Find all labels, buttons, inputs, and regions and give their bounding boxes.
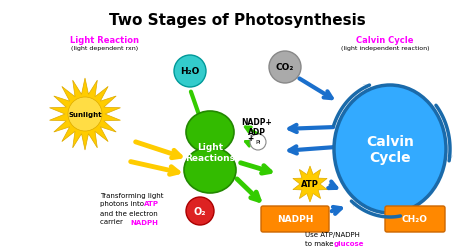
Text: Transforming light
photons into: Transforming light photons into [100, 192, 164, 207]
Ellipse shape [184, 148, 236, 193]
Circle shape [68, 98, 102, 132]
Text: O₂: O₂ [194, 206, 206, 216]
Ellipse shape [334, 86, 446, 213]
Circle shape [186, 197, 214, 225]
Text: NADPH: NADPH [277, 215, 313, 224]
Circle shape [250, 134, 266, 150]
Text: glucose: glucose [334, 240, 365, 246]
Text: CO₂: CO₂ [276, 63, 294, 72]
Circle shape [174, 56, 206, 88]
Circle shape [269, 52, 301, 84]
Ellipse shape [186, 112, 234, 154]
Text: to make: to make [305, 240, 336, 246]
FancyBboxPatch shape [261, 206, 329, 232]
Text: Light Reaction: Light Reaction [71, 36, 139, 45]
Text: Pi: Pi [255, 140, 261, 145]
Text: H₂O: H₂O [180, 67, 200, 76]
Text: CH₂O: CH₂O [402, 215, 428, 224]
Polygon shape [293, 166, 327, 202]
Text: Calvin
Cycle: Calvin Cycle [366, 134, 414, 164]
Text: Use ATP/NADPH: Use ATP/NADPH [305, 231, 360, 237]
Text: Calvin Cycle: Calvin Cycle [356, 36, 414, 45]
Text: Sunlight: Sunlight [68, 112, 102, 117]
Text: ATP: ATP [301, 180, 319, 189]
FancyBboxPatch shape [385, 206, 445, 232]
Text: Two Stages of Photosynthesis: Two Stages of Photosynthesis [109, 13, 365, 28]
Text: NADP+
ADP: NADP+ ADP [242, 118, 273, 137]
Text: NADPH: NADPH [130, 219, 158, 225]
Text: ATP: ATP [144, 200, 159, 206]
Polygon shape [50, 79, 120, 150]
Text: Light
Reactions: Light Reactions [185, 142, 235, 163]
Text: (light independent reaction): (light independent reaction) [341, 46, 429, 51]
Text: and the electron
carrier: and the electron carrier [100, 210, 158, 224]
Text: (light dependent rxn): (light dependent rxn) [72, 46, 138, 51]
Text: +: + [247, 134, 253, 142]
